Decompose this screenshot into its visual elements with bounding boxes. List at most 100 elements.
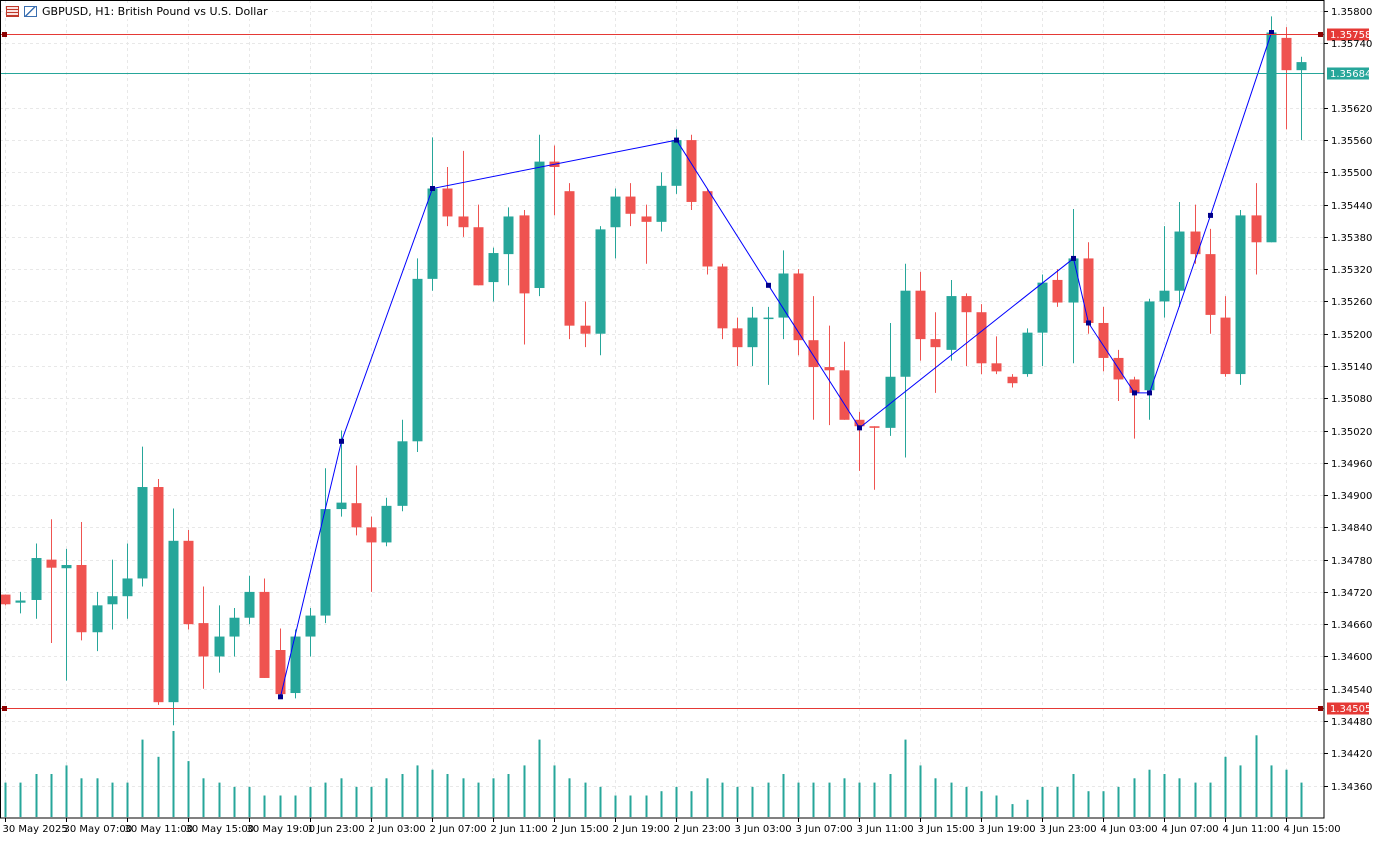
time-tick-label: 2 Jun 23:00 [674,824,731,835]
candle-body [625,196,636,214]
low-left-marker [2,706,7,711]
time-tick-label: 3 Jun 03:00 [735,824,792,835]
candle-body [351,503,362,528]
candle-body [1190,231,1201,255]
low-price-label: 1.34505 [1330,704,1371,715]
chart-type-icon[interactable] [24,5,37,17]
candle-body [381,505,392,543]
time-tick-label: 30 May 07:00 [64,824,133,835]
candle-body [320,509,331,616]
chart-title: GBPUSD, H1: British Pound vs U.S. Dollar [42,4,268,18]
price-tick-label: 1.35020 [1331,427,1372,438]
price-tick-label: 1.35620 [1331,104,1372,115]
candle-body [564,191,575,326]
candle-body [1281,37,1292,71]
price-tick-label: 1.35260 [1331,297,1372,308]
candle-body [168,540,179,703]
price-tick-label: 1.35320 [1331,265,1372,276]
zigzag-point [1208,212,1213,218]
candle-body [961,296,972,313]
bid-price-tag [1327,67,1369,80]
high-right-marker [1318,32,1323,37]
candle-body [107,596,118,605]
candle-body [1174,231,1185,291]
candle-body [900,290,911,377]
price-tick-label: 1.34840 [1331,523,1372,534]
candle-body [991,363,1002,372]
candle-body [1037,282,1048,333]
candle-body [1052,279,1063,303]
candle-body [1098,322,1109,358]
zigzag-point [857,425,862,431]
candle-body [244,591,255,618]
low-price-tag [1327,702,1369,715]
time-tick-label: 3 Jun 23:00 [1040,824,1097,835]
zigzag-point [1071,255,1076,261]
zigzag-line [280,32,1272,697]
time-tick-label: 2 Jun 07:00 [430,824,487,835]
price-tick-label: 1.35800 [1331,7,1372,18]
candle-body [671,140,682,186]
high-left-marker [2,32,7,37]
time-tick-label: 30 May 19:00 [247,824,316,835]
candle-body [1068,258,1079,303]
time-tick-label: 2 Jun 19:00 [613,824,670,835]
price-tick-label: 1.34660 [1331,620,1372,631]
chart-menu-icon[interactable] [6,5,19,17]
candle-body [686,140,697,202]
zigzag-point [1147,390,1152,396]
candle-body [808,340,819,368]
candle-body [1296,62,1307,71]
candle-body [854,419,865,427]
candle-body [869,426,880,428]
candle-body [397,441,408,506]
candle-body [839,370,850,420]
candle-body [61,565,72,569]
candles [0,16,1307,726]
candle-body [305,615,316,637]
candle-body [198,623,209,657]
grid [0,0,1324,818]
time-tick-label: 2 Jun 11:00 [491,824,548,835]
price-tick-label: 1.35560 [1331,136,1372,147]
candle-body [259,591,270,678]
candle-body [442,188,453,217]
price-tick-label: 1.34720 [1331,588,1372,599]
candle-body [610,196,621,228]
candle-body [366,527,377,543]
time-tick-label: 1 Jun 23:00 [308,824,365,835]
candle-body [1205,254,1216,315]
time-tick-label: 4 Jun 15:00 [1284,824,1341,835]
candle-body [717,266,728,329]
price-tick-label: 1.35080 [1331,394,1372,405]
candle-body [915,290,926,340]
candle-body [534,161,545,289]
candle-body [946,296,957,350]
candle-body [824,367,835,371]
bid-price-label: 1.35684 [1330,69,1371,80]
candle-body [1235,215,1246,375]
candle-body [641,216,652,222]
time-tick-label: 3 Jun 07:00 [796,824,853,835]
candle-body [214,636,225,657]
candle-body [976,312,987,364]
candle-body [1251,215,1262,243]
time-tick-label: 30 May 15:00 [186,824,255,835]
candle-body [1266,32,1277,243]
time-tick-label: 3 Jun 11:00 [857,824,914,835]
time-tick-label: 4 Jun 03:00 [1101,824,1158,835]
candle-body [31,558,42,600]
candle-body [702,191,713,267]
time-tick-label: 3 Jun 15:00 [918,824,975,835]
chart-header: GBPUSD, H1: British Pound vs U.S. Dollar [6,3,272,19]
candle-body [427,188,438,279]
candle-body [656,185,667,222]
candle-body [1007,376,1018,384]
high-price-tag [1327,28,1369,41]
price-tick-label: 1.34600 [1331,652,1372,663]
candle-body [1129,379,1140,393]
zigzag-point [674,137,679,143]
